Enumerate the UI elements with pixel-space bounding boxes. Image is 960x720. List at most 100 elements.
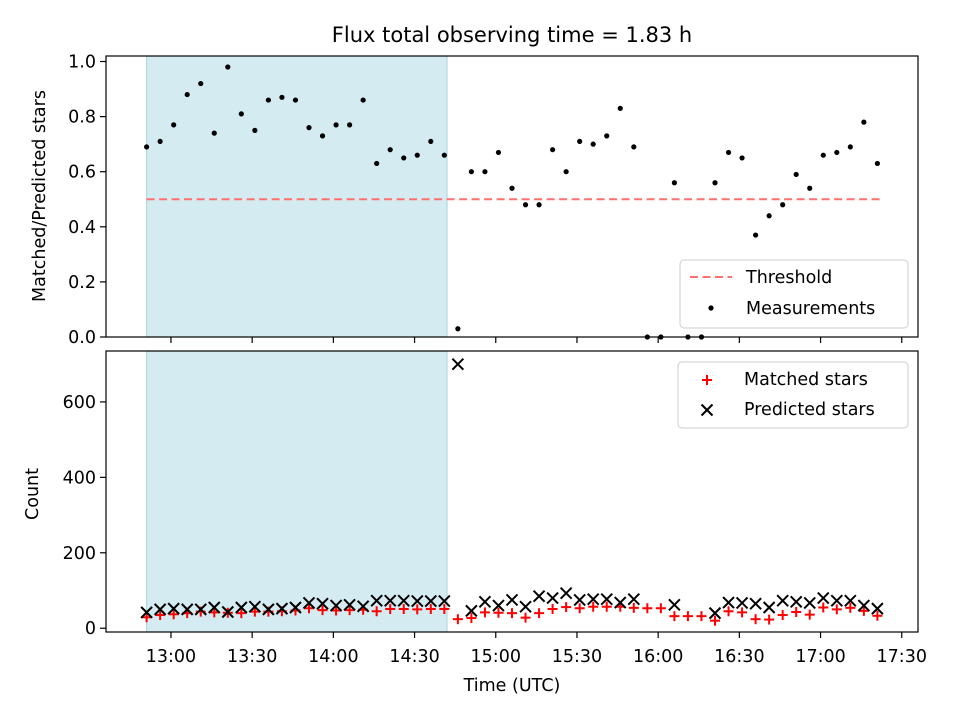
matched-star-point bbox=[209, 607, 220, 618]
matched-star-point bbox=[412, 604, 423, 615]
legend-matched-label: Matched stars bbox=[744, 370, 868, 390]
predicted-star-point-b bbox=[356, 600, 370, 613]
predicted-star-point bbox=[275, 602, 289, 615]
matched-star-point bbox=[818, 602, 829, 613]
measurement-point bbox=[401, 155, 407, 161]
top-legend-box bbox=[679, 259, 909, 329]
bottom-y-tick-label: 200 bbox=[63, 544, 96, 564]
bottom-legend-box bbox=[677, 361, 909, 429]
predicted-star-point-b bbox=[749, 597, 762, 610]
predicted-star-point-b bbox=[329, 599, 343, 612]
matched-star-point bbox=[831, 604, 842, 615]
legend-predicted-swatch bbox=[700, 403, 714, 417]
measurement-point bbox=[306, 125, 312, 131]
predicted-star-point bbox=[316, 597, 329, 610]
measurement-point bbox=[428, 138, 434, 145]
top-y-tick-label: 0.6 bbox=[68, 163, 96, 183]
predicted-star-point-b bbox=[492, 599, 505, 612]
bottom-y-tick-label: 0 bbox=[85, 619, 96, 639]
top-y-tick-label: 0.2 bbox=[68, 273, 96, 293]
measurement-point bbox=[847, 144, 853, 150]
matched-star-point bbox=[682, 611, 693, 622]
matched-star-point bbox=[601, 601, 612, 612]
measurement-point bbox=[414, 152, 420, 158]
predicted-star-point bbox=[383, 594, 397, 607]
legend-matched-swatch bbox=[702, 375, 712, 385]
predicted-star-point-b bbox=[505, 593, 519, 607]
matched-star-point bbox=[439, 603, 450, 614]
matched-star-point bbox=[574, 603, 585, 614]
bottom-y-ticks: 0 200 400 600 bbox=[63, 393, 106, 639]
measurement-point bbox=[441, 152, 447, 158]
measurement-point bbox=[631, 144, 637, 150]
measurement-point bbox=[374, 160, 380, 167]
matched-star-point bbox=[141, 612, 152, 623]
predicted-star-point-b bbox=[546, 591, 559, 605]
predicted-star-point-b bbox=[803, 596, 816, 610]
matched-star-point bbox=[791, 607, 802, 618]
matched-star-point bbox=[479, 607, 490, 618]
x-tick-label: 17:00 bbox=[795, 647, 845, 667]
measurement-point bbox=[604, 133, 610, 139]
predicted-star-point bbox=[492, 599, 505, 612]
top-y-tick-label: 1.0 bbox=[68, 53, 96, 73]
legend-matched-marker bbox=[702, 375, 712, 385]
predicted-star-point-b bbox=[221, 605, 235, 619]
predicted-star-point-b bbox=[857, 599, 871, 612]
predicted-star-point-b bbox=[438, 594, 451, 608]
bottom-legend: Matched stars Predicted stars bbox=[677, 361, 909, 429]
predicted-star-point-b bbox=[776, 594, 789, 607]
predicted-star-point-b bbox=[668, 598, 681, 612]
predicted-star-point bbox=[411, 594, 424, 608]
measurement-point bbox=[807, 185, 813, 191]
matched-star-point bbox=[236, 608, 247, 619]
predicted-star-point bbox=[180, 603, 194, 616]
predicted-star-point bbox=[356, 600, 370, 613]
bottom-y-tick-label: 400 bbox=[63, 468, 96, 488]
predicted-star-point bbox=[519, 600, 532, 613]
matched-star-point bbox=[425, 603, 436, 614]
measurement-point bbox=[157, 138, 163, 145]
predicted-star-point bbox=[140, 606, 153, 619]
measurement-point bbox=[360, 97, 366, 103]
predicted-star-point-b bbox=[735, 596, 749, 610]
predicted-star-point-b bbox=[478, 595, 492, 609]
matched-star-point bbox=[331, 605, 342, 616]
predicted-star-point bbox=[343, 598, 356, 612]
x-tick-label: 14:30 bbox=[389, 647, 439, 667]
predicted-star-point-b bbox=[248, 600, 262, 613]
predicted-stars-points bbox=[140, 357, 884, 620]
matched-star-point bbox=[249, 606, 260, 617]
predicted-star-point bbox=[208, 601, 221, 614]
matched-star-point bbox=[507, 608, 517, 619]
measurement-point bbox=[590, 141, 596, 147]
measurement-point bbox=[225, 64, 231, 70]
predicted-star-point bbox=[708, 606, 722, 620]
measurement-point bbox=[238, 111, 244, 117]
predicted-star-point bbox=[289, 601, 302, 614]
predicted-star-point-b bbox=[465, 604, 478, 618]
top-legend: Threshold Measurements bbox=[679, 259, 909, 329]
top-y-axis-label: Matched/Predicted stars bbox=[30, 90, 50, 302]
measurement-point bbox=[536, 202, 542, 208]
matched-star-point bbox=[750, 614, 761, 625]
matched-star-point bbox=[398, 603, 409, 614]
bottom-axes-frame bbox=[105, 350, 919, 633]
predicted-star-point-b bbox=[397, 594, 410, 607]
predicted-star-point-b bbox=[451, 357, 465, 371]
predicted-star-point bbox=[262, 603, 275, 616]
measurement-point bbox=[780, 202, 786, 208]
predicted-star-point-b bbox=[275, 602, 289, 615]
predicted-star-point-b bbox=[762, 601, 776, 614]
measurement-point bbox=[834, 149, 840, 156]
predicted-star-point bbox=[248, 600, 262, 613]
measurement-point bbox=[279, 94, 285, 100]
top-y-ticks: 0.0 0.2 0.4 0.6 0.8 1.0 bbox=[68, 53, 106, 348]
predicted-star-point bbox=[817, 591, 830, 605]
predicted-star-point-b bbox=[600, 592, 613, 606]
measurement-point bbox=[712, 180, 718, 186]
matched-star-point bbox=[669, 611, 680, 622]
predicted-star-point bbox=[167, 602, 180, 615]
predicted-star-point-b bbox=[370, 594, 383, 607]
predicted-star-point bbox=[478, 595, 492, 609]
